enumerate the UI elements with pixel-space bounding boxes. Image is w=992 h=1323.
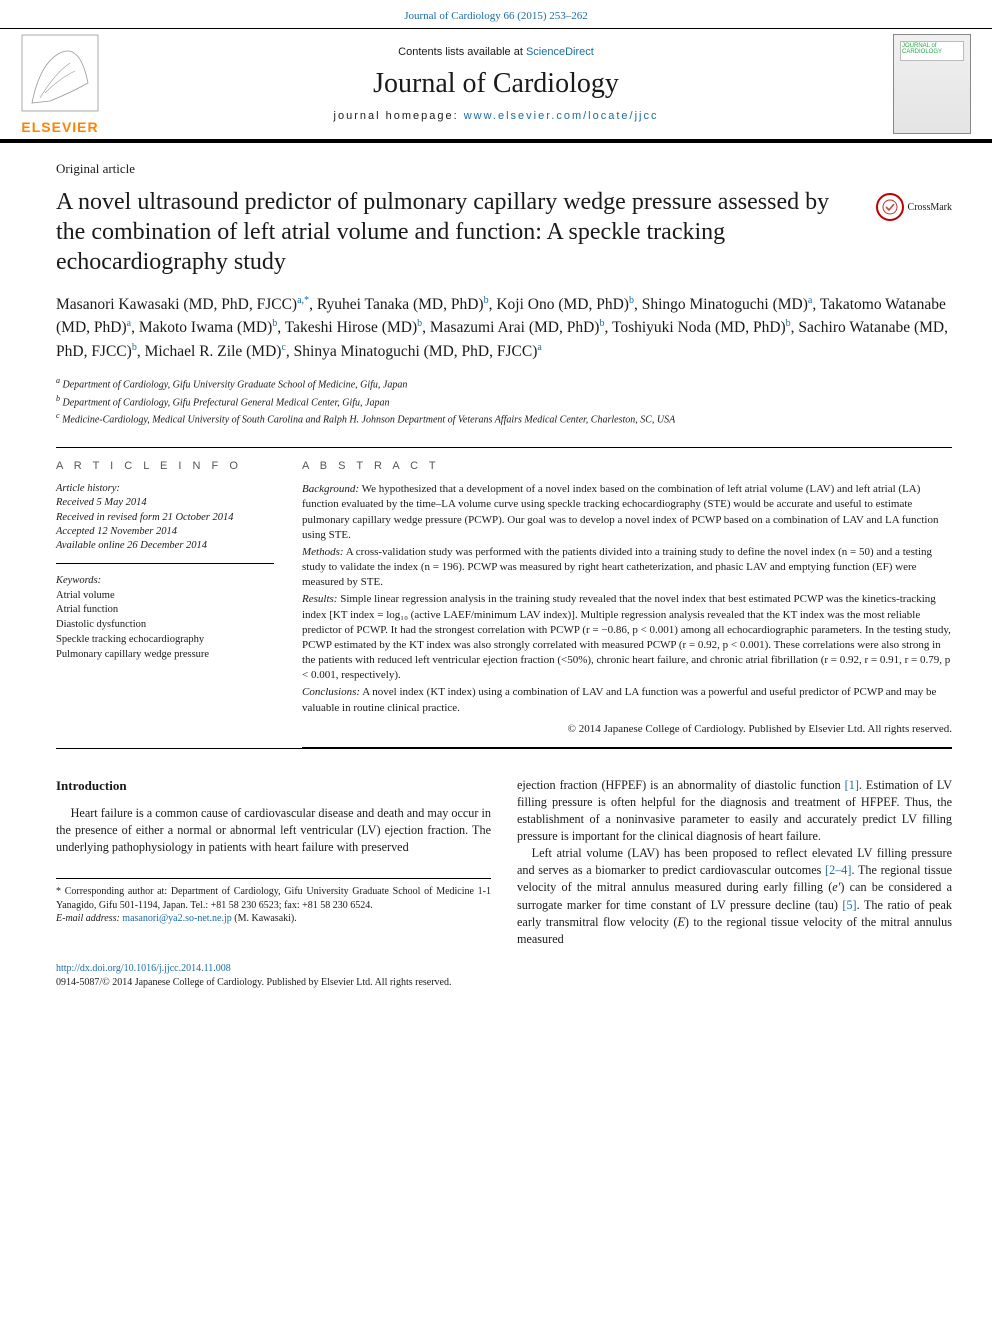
abstract-copyright: © 2014 Japanese College of Cardiology. P… xyxy=(302,722,952,737)
abs-methods: A cross-validation study was performed w… xyxy=(302,546,932,588)
cover-column xyxy=(872,33,992,135)
journal-cover-thumbnail xyxy=(893,34,971,134)
contents-prefix: Contents lists available at xyxy=(398,46,526,58)
section-divider xyxy=(56,748,952,749)
ref-link-5[interactable]: [5] xyxy=(842,898,856,912)
homepage-line: journal homepage: www.elsevier.com/locat… xyxy=(120,110,872,122)
abs-background-label: Background: xyxy=(302,483,359,495)
intro-heading: Introduction xyxy=(56,777,491,795)
keyword: Pulmonary capillary wedge pressure xyxy=(56,648,274,663)
keyword: Atrial function xyxy=(56,603,274,618)
keyword: Atrial volume xyxy=(56,589,274,604)
homepage-prefix: journal homepage: xyxy=(334,110,464,122)
footnotes: * Corresponding author at: Department of… xyxy=(56,878,491,926)
email-suffix: (M. Kawasaki). xyxy=(232,913,297,924)
keyword: Speckle tracking echocardiography xyxy=(56,633,274,648)
history-received: Received 5 May 2014 xyxy=(56,496,274,510)
history-label: Article history: xyxy=(56,482,274,496)
running-head: Journal of Cardiology 66 (2015) 253–262 xyxy=(0,0,992,28)
article-history: Article history: Received 5 May 2014 Rec… xyxy=(56,482,274,564)
keywords-label: Keywords: xyxy=(56,574,274,589)
abs-results: Simple linear regression analysis in the… xyxy=(302,593,951,681)
crossmark-badge[interactable]: CrossMark xyxy=(876,187,952,221)
abstract-rule xyxy=(302,747,952,748)
doi-link[interactable]: http://dx.doi.org/10.1016/j.jjcc.2014.11… xyxy=(56,963,231,974)
crossmark-icon xyxy=(882,199,898,215)
contents-line: Contents lists available at ScienceDirec… xyxy=(120,46,872,58)
abs-background: We hypothesized that a development of a … xyxy=(302,483,938,541)
ref-link-2-4[interactable]: [2–4] xyxy=(825,863,851,877)
affiliation-c: c Medicine-Cardiology, Medical Universit… xyxy=(56,410,952,427)
section-divider xyxy=(56,447,952,448)
article-info-header: A R T I C L E I N F O xyxy=(56,460,274,472)
intro-p3-i2: E xyxy=(677,915,684,929)
corresponding-author: * Corresponding author at: Department of… xyxy=(56,885,491,912)
history-online: Available online 26 December 2014 xyxy=(56,539,274,553)
affiliation-a: a Department of Cardiology, Gifu Univers… xyxy=(56,375,952,392)
sciencedirect-link[interactable]: ScienceDirect xyxy=(526,46,594,58)
abstract-text: Background: We hypothesized that a devel… xyxy=(302,482,952,737)
intro-p3: Left atrial volume (LAV) has been propos… xyxy=(517,845,952,947)
publisher-column: ELSEVIER xyxy=(0,33,120,135)
abstract-header: A B S T R A C T xyxy=(302,460,952,472)
intro-p2: ejection fraction (HFPEF) is an abnormal… xyxy=(517,777,952,845)
body-two-column: Introduction Heart failure is a common c… xyxy=(56,777,952,948)
masthead: ELSEVIER Contents lists available at Sci… xyxy=(0,28,992,143)
publisher-name: ELSEVIER xyxy=(21,119,98,135)
affiliation-b: b Department of Cardiology, Gifu Prefect… xyxy=(56,393,952,410)
author-list: Masanori Kawasaki (MD, PhD, FJCC)a,*, Ry… xyxy=(56,293,952,363)
intro-p1: Heart failure is a common cause of cardi… xyxy=(56,805,491,856)
issn-copyright: 0914-5087/© 2014 Japanese College of Car… xyxy=(56,976,952,990)
affiliations: a Department of Cardiology, Gifu Univers… xyxy=(56,375,952,427)
abs-conclusions-label: Conclusions: xyxy=(302,686,360,698)
ref-link-1[interactable]: [1] xyxy=(845,778,859,792)
crossmark-label: CrossMark xyxy=(908,202,952,213)
keyword: Diastolic dysfunction xyxy=(56,618,274,633)
keywords-block: Keywords: Atrial volume Atrial function … xyxy=(56,574,274,662)
email-line: E-mail address: masanori@ya2.so-net.ne.j… xyxy=(56,912,491,926)
abs-results-label: Results: xyxy=(302,593,337,605)
email-label: E-mail address: xyxy=(56,913,122,924)
citation-link[interactable]: Journal of Cardiology 66 (2015) 253–262 xyxy=(404,10,588,22)
corr-label: * Corresponding author at: xyxy=(56,886,171,897)
article-info-column: A R T I C L E I N F O Article history: R… xyxy=(56,456,274,748)
abs-conclusions: A novel index (KT index) using a combina… xyxy=(302,686,936,713)
journal-name: Journal of Cardiology xyxy=(120,64,872,104)
email-link[interactable]: masanori@ya2.so-net.ne.jp xyxy=(122,913,231,924)
abstract-column: A B S T R A C T Background: We hypothesi… xyxy=(302,456,952,748)
masthead-center: Contents lists available at ScienceDirec… xyxy=(120,33,872,135)
homepage-link[interactable]: www.elsevier.com/locate/jjcc xyxy=(464,110,659,122)
intro-p2-a: ejection fraction (HFPEF) is an abnormal… xyxy=(517,778,845,792)
article-type: Original article xyxy=(56,161,952,177)
article-title: A novel ultrasound predictor of pulmonar… xyxy=(56,187,862,277)
history-accepted: Accepted 12 November 2014 xyxy=(56,525,274,539)
publisher-logo-icon xyxy=(20,33,100,113)
doi-block: http://dx.doi.org/10.1016/j.jjcc.2014.11… xyxy=(56,962,952,990)
history-revised: Received in revised form 21 October 2014 xyxy=(56,511,274,525)
abs-methods-label: Methods: xyxy=(302,546,344,558)
